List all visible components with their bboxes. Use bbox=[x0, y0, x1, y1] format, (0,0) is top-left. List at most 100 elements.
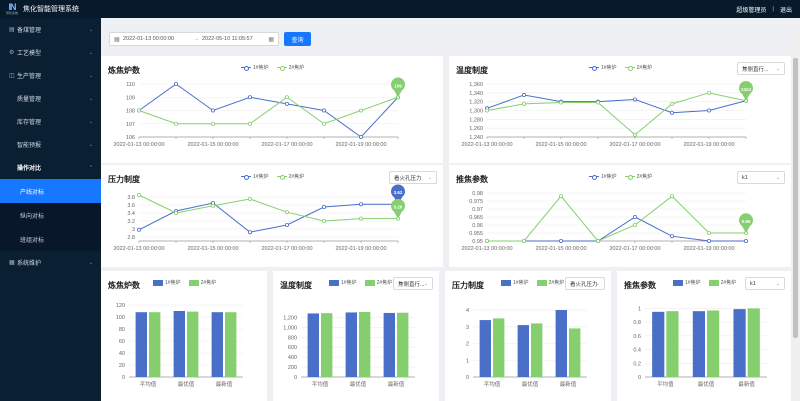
bar[interactable] bbox=[707, 310, 720, 377]
data-point[interactable] bbox=[485, 239, 490, 244]
bar[interactable] bbox=[173, 311, 185, 377]
data-point[interactable] bbox=[522, 93, 527, 98]
current-user[interactable]: 超级管理员 bbox=[736, 7, 767, 14]
data-point[interactable] bbox=[706, 90, 711, 95]
data-point[interactable] bbox=[706, 231, 711, 236]
data-point[interactable] bbox=[174, 211, 179, 216]
legend-item[interactable]: 2#焦炉 bbox=[708, 279, 736, 286]
data-point[interactable] bbox=[485, 108, 490, 113]
bar[interactable] bbox=[383, 312, 395, 377]
sidebar-item-forecast[interactable]: 智能预报 ⌄ bbox=[17, 141, 93, 150]
legend-item[interactable]: 1#焦炉 bbox=[501, 279, 529, 286]
data-point[interactable] bbox=[321, 219, 326, 224]
data-point[interactable] bbox=[358, 135, 363, 140]
legend-item[interactable]: 2#焦炉 bbox=[364, 279, 392, 286]
data-point[interactable] bbox=[669, 101, 674, 106]
data-point[interactable] bbox=[211, 108, 216, 113]
data-point[interactable] bbox=[321, 108, 326, 113]
data-point[interactable] bbox=[632, 132, 637, 137]
data-point[interactable] bbox=[284, 223, 289, 228]
date-range-picker[interactable]: ▦ 2022-01-13 00:00:00 → 2022-05-10 11:05… bbox=[109, 32, 279, 46]
scrollbar-thumb[interactable] bbox=[793, 58, 798, 338]
data-point[interactable] bbox=[522, 101, 527, 106]
sidebar-item-system[interactable]: ▦ 系统维护 ⌄ bbox=[9, 259, 93, 268]
legend-item[interactable]: 1#焦炉 bbox=[241, 64, 269, 71]
data-point[interactable] bbox=[284, 95, 289, 100]
sidebar-item-inventory[interactable]: 库存管理 ⌄ bbox=[17, 118, 93, 127]
data-point[interactable] bbox=[559, 194, 564, 199]
bar[interactable] bbox=[397, 312, 409, 377]
data-point[interactable] bbox=[137, 227, 142, 232]
legend-item[interactable]: 1#焦炉 bbox=[589, 173, 617, 180]
data-point[interactable] bbox=[669, 194, 674, 199]
data-point[interactable] bbox=[211, 203, 216, 208]
data-point[interactable] bbox=[211, 121, 216, 126]
data-point[interactable] bbox=[632, 97, 637, 102]
data-point[interactable] bbox=[247, 121, 252, 126]
sidebar-item-coal[interactable]: ▤ 备煤管理 ⌄ bbox=[9, 26, 93, 35]
legend-item[interactable]: 1#焦炉 bbox=[589, 64, 617, 71]
query-button[interactable]: 查询 bbox=[284, 32, 311, 46]
bar[interactable] bbox=[149, 312, 161, 377]
data-point[interactable] bbox=[321, 121, 326, 126]
data-point[interactable] bbox=[358, 202, 363, 207]
data-point[interactable] bbox=[669, 110, 674, 115]
legend-item[interactable]: 2#焦炉 bbox=[276, 173, 304, 180]
legend-item[interactable]: 2#焦炉 bbox=[624, 173, 652, 180]
legend-item[interactable]: 1#焦炉 bbox=[673, 279, 701, 286]
data-point[interactable] bbox=[632, 223, 637, 228]
data-point[interactable] bbox=[247, 197, 252, 202]
legend-item[interactable]: 1#焦炉 bbox=[329, 279, 357, 286]
data-point[interactable] bbox=[632, 215, 637, 220]
sidebar-subitem-line-benchmark[interactable]: 产线对标 bbox=[0, 179, 101, 203]
data-point[interactable] bbox=[743, 239, 748, 244]
bar[interactable] bbox=[321, 313, 333, 377]
end-date[interactable]: 2022-05-10 11:05:57 bbox=[202, 36, 253, 42]
bar[interactable] bbox=[359, 311, 371, 377]
bar[interactable] bbox=[517, 325, 529, 377]
data-point[interactable] bbox=[137, 192, 142, 197]
legend-item[interactable]: 1#焦炉 bbox=[241, 173, 269, 180]
start-date[interactable]: 2022-01-13 00:00:00 bbox=[123, 36, 175, 42]
bar[interactable] bbox=[555, 310, 567, 377]
bar[interactable] bbox=[211, 312, 223, 377]
bar[interactable] bbox=[187, 311, 199, 377]
data-point[interactable] bbox=[706, 239, 711, 244]
legend-item[interactable]: 2#焦炉 bbox=[276, 64, 304, 71]
metric-select[interactable]: 焦侧直行... ⌄ bbox=[737, 62, 785, 75]
data-point[interactable] bbox=[247, 230, 252, 235]
data-point[interactable] bbox=[137, 108, 142, 113]
metric-select[interactable]: k1 ⌄ bbox=[737, 171, 785, 184]
page-scrollbar[interactable] bbox=[791, 18, 800, 401]
metric-select[interactable]: 焦侧直行... ⌄ bbox=[393, 277, 433, 290]
bar[interactable] bbox=[747, 308, 760, 377]
bar[interactable] bbox=[225, 312, 237, 377]
data-point[interactable] bbox=[559, 100, 564, 105]
data-point[interactable] bbox=[284, 210, 289, 215]
sidebar-item-process-model[interactable]: ⚙ 工艺模型 ⌄ bbox=[9, 49, 93, 58]
data-point[interactable] bbox=[595, 239, 600, 244]
bar[interactable] bbox=[479, 320, 491, 377]
data-point[interactable] bbox=[595, 100, 600, 105]
metric-select[interactable]: 看火孔压力 ⌄ bbox=[389, 171, 437, 184]
legend-item[interactable]: 2#焦炉 bbox=[536, 279, 564, 286]
data-point[interactable] bbox=[522, 239, 527, 244]
bar[interactable] bbox=[569, 328, 581, 377]
bar[interactable] bbox=[307, 313, 319, 377]
sidebar-item-comparison[interactable]: 操作对比 ⌃ bbox=[17, 164, 93, 173]
legend-item[interactable]: 2#焦炉 bbox=[188, 279, 216, 286]
legend-item[interactable]: 1#焦炉 bbox=[153, 279, 181, 286]
data-point[interactable] bbox=[247, 95, 252, 100]
sidebar-item-quality[interactable]: 质量管理 ⌄ bbox=[17, 95, 93, 104]
sidebar-subitem-vertical-benchmark[interactable]: 纵向对标 bbox=[0, 203, 101, 227]
bar[interactable] bbox=[692, 311, 705, 377]
bar[interactable] bbox=[531, 323, 543, 377]
logout-link[interactable]: 退出 bbox=[779, 7, 792, 14]
data-point[interactable] bbox=[358, 108, 363, 113]
data-point[interactable] bbox=[358, 216, 363, 221]
data-point[interactable] bbox=[174, 121, 179, 126]
bar[interactable] bbox=[652, 311, 665, 377]
bar[interactable] bbox=[135, 312, 147, 377]
bar[interactable] bbox=[733, 309, 746, 377]
data-point[interactable] bbox=[174, 81, 179, 86]
